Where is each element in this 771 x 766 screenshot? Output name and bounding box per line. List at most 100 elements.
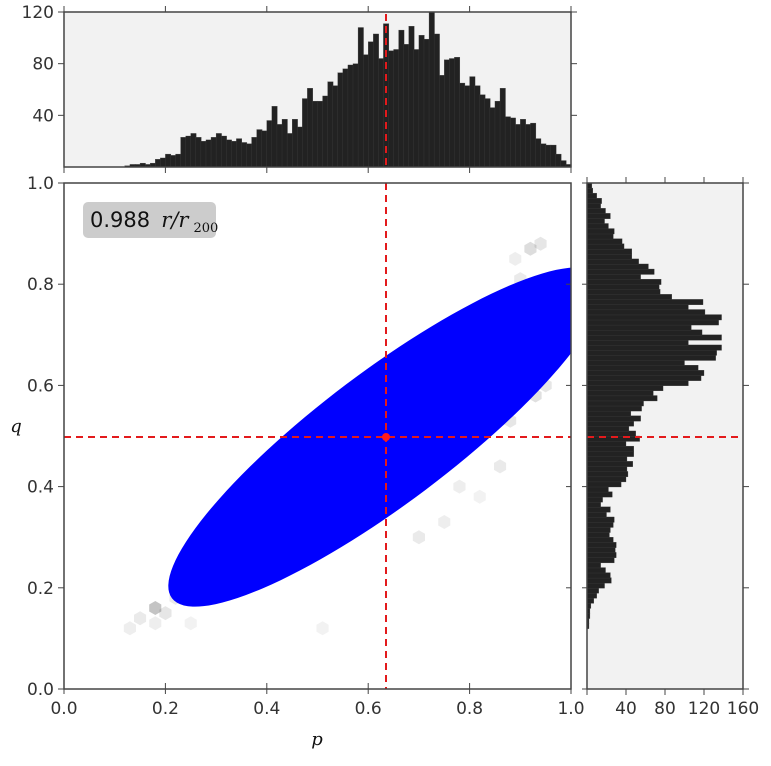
- right-hist-bar: [587, 258, 639, 265]
- right-hist-bar: [587, 445, 634, 452]
- right-hist-y-ticks: [582, 182, 749, 690]
- top-hist-bar: [398, 29, 405, 168]
- right-hist-bar: [587, 273, 641, 280]
- right-hist-bar: [587, 223, 609, 230]
- right-hist-bar: [587, 557, 615, 564]
- right-hist-bar: [587, 567, 606, 574]
- right-hist-bar: [587, 395, 658, 402]
- top-hist-bar: [205, 139, 212, 168]
- top-hist-bar: [550, 144, 557, 168]
- right-hist-bar: [587, 456, 628, 462]
- top-hist-bar: [362, 54, 369, 168]
- hexbin-cell: [412, 530, 425, 545]
- top-hist-bar: [433, 33, 440, 168]
- x-axis-ticks: 0.0 0.2 0.4 0.6 0.8 1.0: [50, 683, 585, 719]
- right-hist-bar: [587, 375, 702, 381]
- top-hist-bar: [327, 81, 334, 168]
- top-hist-bar: [459, 82, 466, 168]
- top-hist-bar: [388, 50, 395, 168]
- top-hist-bar: [286, 133, 293, 168]
- annotation-value: 0.988: [90, 208, 150, 232]
- top-hist-bar: [231, 141, 237, 168]
- hexbin-cell: [149, 616, 162, 631]
- right-hist-bar: [587, 577, 612, 584]
- hexbin-cell: [438, 515, 451, 529]
- right-hist-bar: [587, 158, 590, 163]
- right-hist-bar: [587, 451, 634, 457]
- right-hist-bar: [587, 370, 705, 376]
- hexbin-cell: [509, 251, 522, 266]
- hexbin-cell: [534, 236, 547, 251]
- x-axis-label: p: [311, 729, 323, 750]
- top-hist-bar: [540, 143, 547, 168]
- top-hist-bar: [428, 11, 435, 168]
- right-hist-bars: [587, 153, 722, 629]
- y-axis-ticks: 0.0 0.2 0.4 0.6 0.8 1.0: [27, 174, 571, 700]
- top-hist-bar: [368, 41, 374, 168]
- y-axis-label: q: [10, 416, 22, 437]
- center-marker: [382, 433, 390, 441]
- right-hist-bar: [587, 284, 660, 290]
- top-hist-bar: [226, 139, 232, 168]
- right-hist-bar: [587, 526, 611, 533]
- right-hist-bar: [587, 380, 689, 386]
- right-hist-bar: [587, 471, 629, 478]
- hexbin-cell: [473, 489, 486, 504]
- top-hist-bar: [307, 88, 313, 168]
- top-hist-bar: [403, 44, 410, 168]
- right-hist-bar: [587, 278, 662, 285]
- top-hist-bar: [347, 64, 354, 168]
- hexbin-cell: [159, 606, 172, 621]
- top-histogram: 40 80 120: [22, 3, 577, 173]
- right-hist-bar: [587, 516, 615, 523]
- top-hist-bar: [408, 26, 415, 168]
- top-hist-bar: [413, 49, 420, 168]
- right-hist-bar: [587, 183, 593, 189]
- top-hist-bar: [504, 116, 511, 168]
- right-hist-bar: [587, 344, 722, 351]
- right-hist-bar: [587, 425, 630, 432]
- right-hist-bar: [587, 168, 591, 173]
- top-hist-bar: [418, 35, 425, 168]
- top-hist-bar: [246, 143, 253, 168]
- top-hist-bar: [555, 153, 562, 168]
- right-hist-bar: [587, 173, 591, 178]
- hexbin-cell: [494, 459, 507, 474]
- top-hist-x-ticks: [63, 6, 572, 173]
- right-hist-bar: [587, 542, 617, 548]
- right-hist-bar: [587, 243, 625, 250]
- right-hist-bar: [587, 476, 627, 483]
- right-hist-bar: [587, 248, 632, 255]
- right-hist-bar: [587, 294, 672, 300]
- right-hist-bar: [587, 501, 601, 508]
- top-hist-bar: [474, 85, 481, 168]
- radius-annotation: 0.988 r/r 200: [83, 202, 218, 238]
- annotation-math: r/r: [161, 208, 190, 232]
- top-hist-bar: [545, 144, 552, 168]
- top-hist-bar: [423, 38, 430, 168]
- top-hist-bar: [190, 133, 197, 168]
- hexbin-cell: [316, 621, 329, 636]
- right-hist-bar: [587, 153, 590, 158]
- joint-plot-frame: [63, 182, 572, 690]
- right-hist-bar: [587, 198, 602, 204]
- right-hist-bar: [587, 420, 634, 427]
- right-hist-bar: [587, 486, 609, 493]
- y-tick-label: 0.0: [27, 680, 54, 700]
- top-hist-bar: [352, 63, 359, 168]
- right-hist-bar: [587, 208, 606, 214]
- annotation-subscript: 200: [193, 221, 218, 236]
- top-hist-bar: [510, 117, 516, 168]
- top-hist-bar: [291, 119, 298, 168]
- right-hist-bar: [587, 547, 616, 553]
- top-hist-bar: [469, 76, 476, 168]
- right-hist-bar: [587, 163, 593, 168]
- right-hist-x-ticks: 40 80 120 160: [586, 177, 759, 719]
- top-hist-bar: [479, 94, 486, 168]
- right-hist-bar: [587, 309, 706, 316]
- top-hist-bar: [535, 138, 542, 168]
- right-hist-bar: [587, 440, 627, 447]
- top-hist-bar: [520, 119, 526, 168]
- x-tick-label: 0.0: [50, 699, 77, 719]
